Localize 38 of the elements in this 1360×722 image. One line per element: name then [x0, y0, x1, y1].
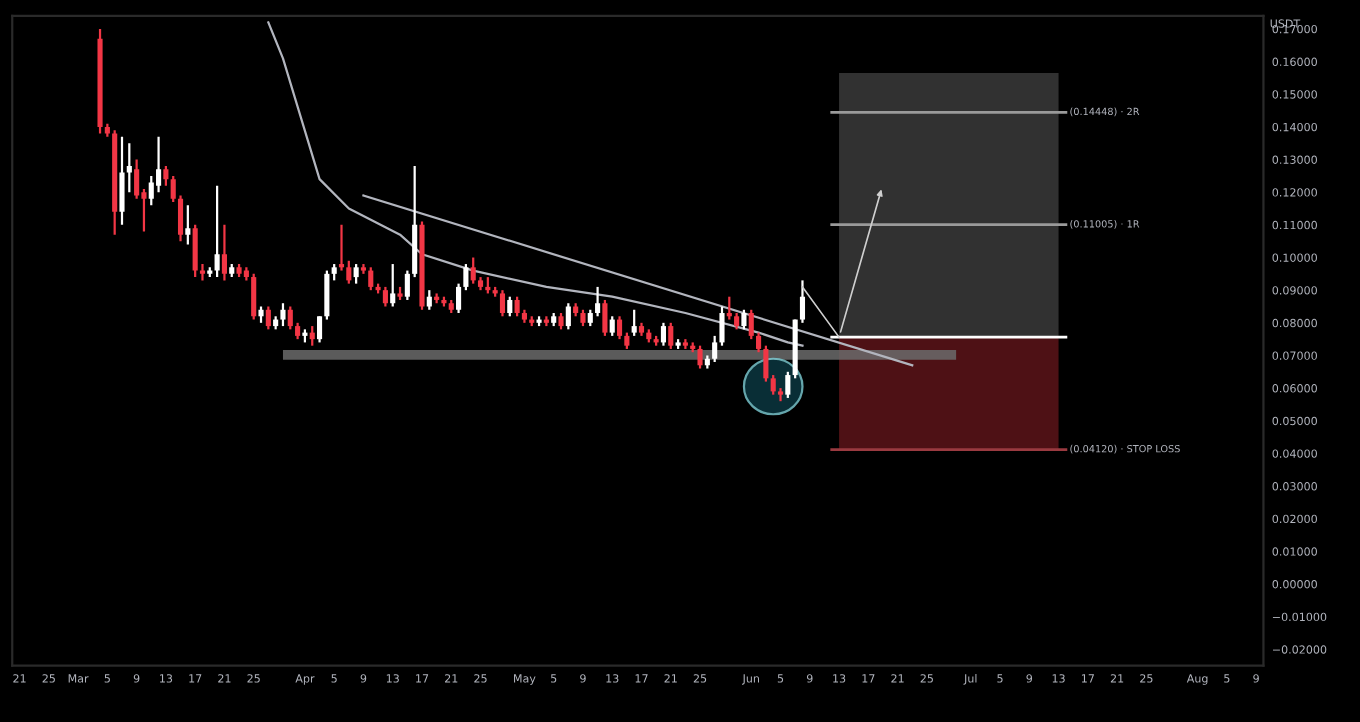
- candlestick: [565, 302, 571, 331]
- candlestick: [602, 298, 608, 337]
- candlestick: [156, 135, 162, 194]
- candlestick: [609, 315, 615, 337]
- candlestick: [426, 289, 432, 311]
- candlestick: [631, 308, 637, 337]
- candlestick: [134, 158, 140, 200]
- line-series: [267, 21, 804, 347]
- candlestick: [770, 373, 776, 396]
- candlestick: [741, 308, 747, 331]
- candlestick: [119, 135, 125, 226]
- candlestick: [251, 272, 257, 321]
- candlestick: [470, 256, 476, 285]
- candlestick: [499, 289, 506, 318]
- candlestick: [368, 266, 374, 292]
- candlestick: [185, 204, 191, 246]
- candlestick: [324, 269, 330, 321]
- candlestick: [668, 321, 674, 351]
- candlestick: [507, 295, 513, 318]
- candlestick: [309, 324, 315, 347]
- candlestick: [595, 285, 601, 318]
- candlestick: [697, 344, 703, 370]
- candlestick: [785, 370, 791, 400]
- candlestick: [280, 302, 286, 328]
- candlestick: [514, 295, 520, 318]
- candlestick: [192, 223, 198, 279]
- candlestick: [353, 262, 359, 285]
- candlestick: [221, 223, 227, 282]
- candlestick: [287, 305, 293, 331]
- candlestick: [163, 164, 169, 187]
- candlestick: [214, 184, 220, 279]
- candlestick: [660, 321, 667, 347]
- candlestick: [404, 269, 410, 302]
- candlestick: [382, 285, 388, 308]
- candlestick: [316, 315, 323, 344]
- candlestick: [616, 315, 623, 341]
- candlestick: [390, 262, 396, 308]
- candlestick: [265, 305, 271, 331]
